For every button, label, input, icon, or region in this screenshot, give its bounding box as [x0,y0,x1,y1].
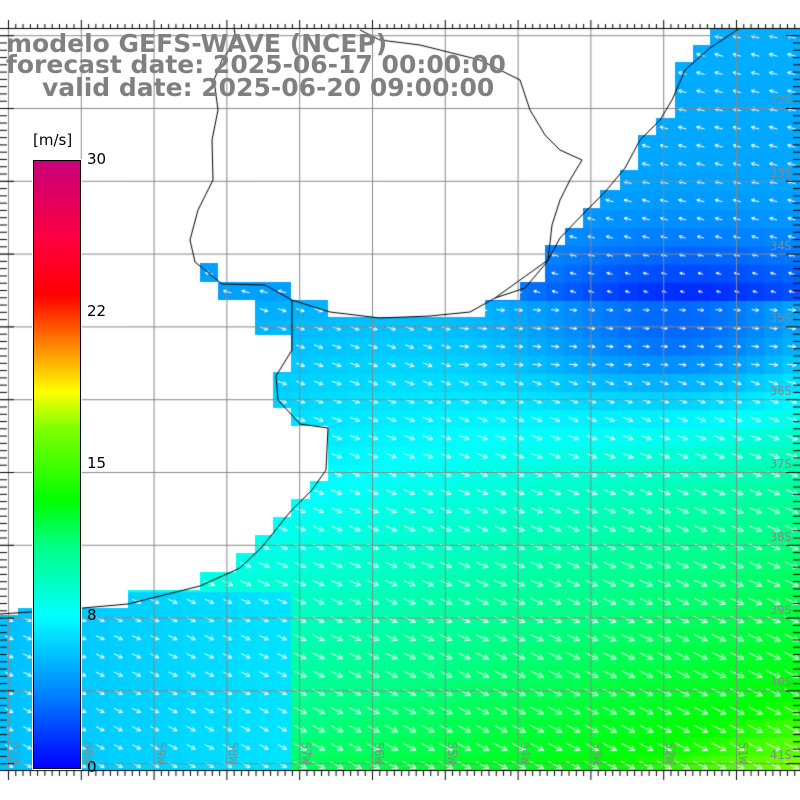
colorbar-tick: 22 [87,302,107,320]
longitude-label: 51W [736,742,750,764]
longitude-label: 53W [590,742,605,764]
latitude-label: 36S [770,384,792,399]
longitude-label: 61W [8,742,22,764]
colorbar-unit: [m/s] [33,131,73,149]
latitude-label: 39S [770,602,792,617]
longitude-label: 52W [663,742,678,764]
latitude-label: 34S [770,238,792,253]
longitude-label: 59W [153,742,168,764]
latitude-label: 33S [770,165,792,180]
longitude-label: 57W [299,742,314,764]
longitude-label: 54W [517,742,532,764]
title-forecast-date: forecast date: 2025-06-17 00:00:00 [6,50,506,79]
longitude-label: 58W [226,742,241,764]
latitude-label: 37S [770,457,792,471]
latitude-label: 41S [770,748,792,763]
colorbar-tick: 0 [87,758,97,776]
latitude-label: 40S [770,675,792,690]
colorbar-tick: 15 [87,454,107,472]
latitude-label: 35S [770,311,792,326]
title-model: modelo GEFS-WAVE (NCEP) [6,29,388,58]
colorbar-tick: 30 [87,150,107,168]
longitude-label: 55W [444,742,459,764]
longitude-label: 56W [372,742,386,764]
latitude-label: 32S [770,93,792,107]
longitude-label: 60W [80,742,95,764]
colorbar-tick: 8 [87,606,97,624]
latitude-label: 38S [770,529,792,544]
colorbar [33,160,81,769]
title-valid-date: valid date: 2025-06-20 09:00:00 [42,73,495,102]
